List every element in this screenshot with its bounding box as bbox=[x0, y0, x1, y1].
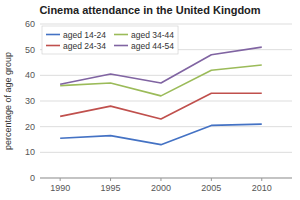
x-tick bbox=[160, 178, 161, 181]
y-tick-label: 40 bbox=[25, 70, 35, 80]
x-tick bbox=[60, 178, 61, 181]
y-tick-label: 10 bbox=[25, 147, 35, 157]
grid-line bbox=[40, 178, 292, 179]
y-tick-label: 30 bbox=[25, 96, 35, 106]
x-tick-label: 2000 bbox=[151, 183, 171, 193]
legend-label: aged 24-34 bbox=[63, 41, 106, 51]
legend-box bbox=[42, 26, 178, 54]
legend-swatch bbox=[46, 34, 60, 36]
chart-svg: 0 10 20 30 40 50 60 1990 1995 2000 2005 2010 percent… bbox=[0, 0, 300, 200]
y-tick-label: 60 bbox=[25, 19, 35, 29]
grid-line bbox=[40, 152, 292, 153]
series-line bbox=[60, 65, 262, 96]
legend-swatch bbox=[46, 45, 60, 47]
legend-label: aged 14-24 bbox=[63, 30, 106, 40]
y-grid bbox=[40, 24, 292, 178]
grid-line bbox=[40, 24, 292, 25]
y-tick-label: 20 bbox=[25, 122, 35, 132]
series-line bbox=[60, 93, 262, 119]
y-tick-label: 50 bbox=[25, 45, 35, 55]
legend-label: aged 44-54 bbox=[131, 41, 174, 51]
chart-title: Cinema attendance in the United Kingdom bbox=[39, 4, 260, 16]
x-tick bbox=[261, 178, 262, 181]
legend-swatch bbox=[114, 45, 128, 47]
x-tick-label: 1995 bbox=[101, 183, 121, 193]
y-axis-label: percentage of age group bbox=[3, 52, 13, 150]
series-line bbox=[60, 124, 262, 145]
x-tick bbox=[110, 178, 111, 181]
legend: aged 14-24aged 24-34 aged 34-44aged 44-54 bbox=[42, 26, 178, 54]
grid-line bbox=[40, 75, 292, 76]
x-tick bbox=[211, 178, 212, 181]
y-tick-label: 0 bbox=[30, 173, 35, 183]
x-tick-label: 1990 bbox=[50, 183, 70, 193]
legend-label: aged 34-44 bbox=[131, 30, 174, 40]
grid-line bbox=[40, 101, 292, 102]
x-tick-label: 2010 bbox=[252, 183, 272, 193]
lines bbox=[60, 47, 262, 145]
x-tick-label: 2005 bbox=[201, 183, 221, 193]
x-axis-line bbox=[40, 178, 292, 179]
grid-line bbox=[40, 126, 292, 127]
chart-container: 0 10 20 30 40 50 60 1990 1995 2000 2005 2010 percent… bbox=[0, 0, 300, 200]
legend-swatch bbox=[114, 34, 128, 36]
